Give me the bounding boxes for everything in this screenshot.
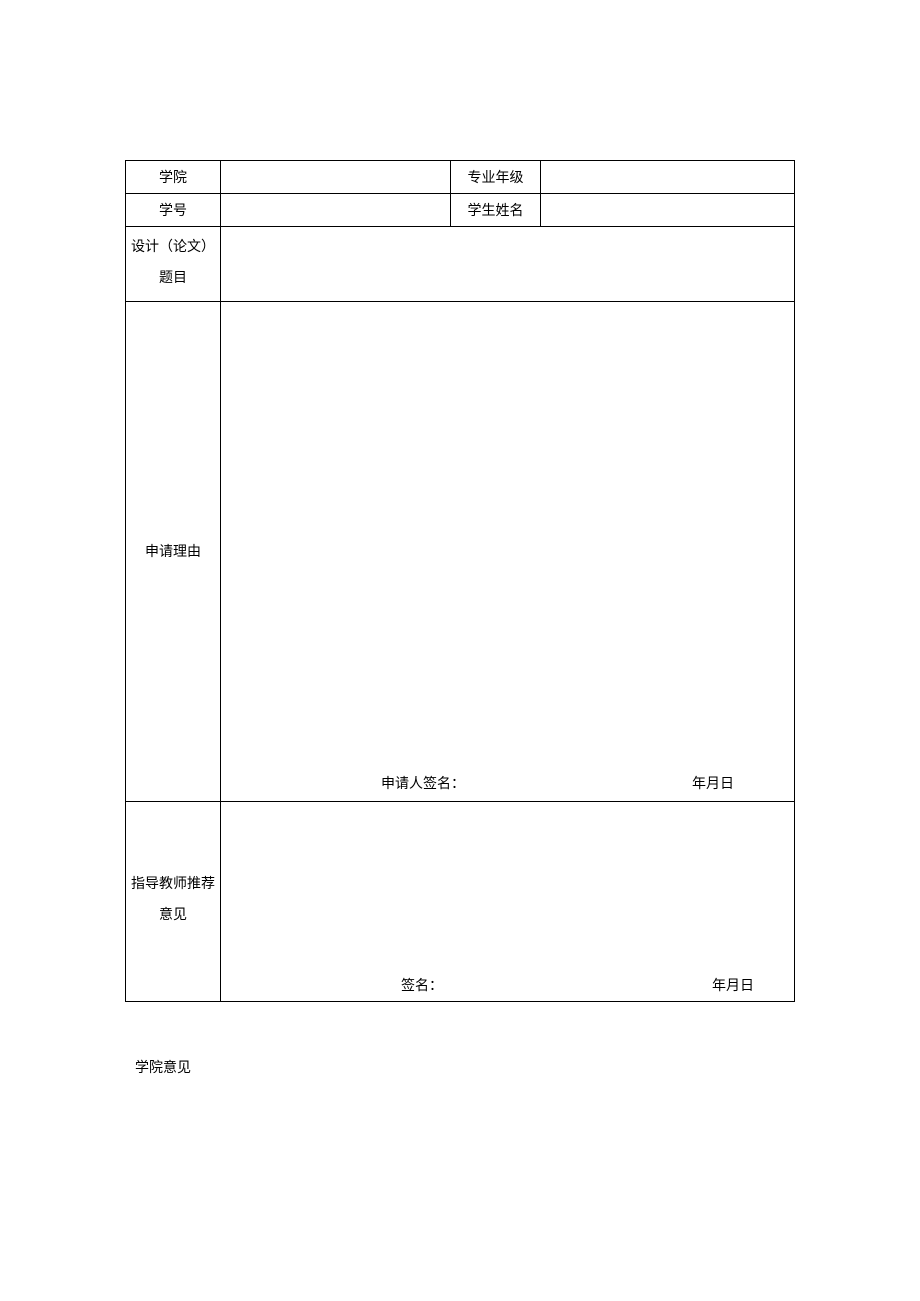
label-student-name: 学生姓名 (451, 194, 541, 227)
row-college: 学院 专业年级 (126, 161, 795, 194)
advisor-signature-line: 签名： 年月日 (221, 975, 794, 995)
college-opinion-label: 学院意见 (135, 1057, 795, 1077)
label-application-reason: 申请理由 (126, 301, 221, 801)
applicant-signature-line: 申请人签名： 年月日 (221, 773, 794, 793)
value-advisor-recommendation: 签名： 年月日 (221, 801, 795, 1001)
application-form-table: 学院 专业年级 学号 学生姓名 设计（论文） 题目 申请理由 申请人签名： 年月… (125, 160, 795, 1002)
applicant-date-label: 年月日 (692, 773, 734, 793)
value-thesis-title (221, 227, 795, 302)
value-college (221, 161, 451, 194)
value-student-id (221, 194, 451, 227)
value-student-name (541, 194, 795, 227)
row-advisor-recommendation: 指导教师推荐 意见 签名： 年月日 (126, 801, 795, 1001)
row-student-id: 学号 学生姓名 (126, 194, 795, 227)
applicant-signature-label: 申请人签名： (381, 773, 465, 793)
row-thesis-title: 设计（论文） 题目 (126, 227, 795, 302)
label-college: 学院 (126, 161, 221, 194)
value-major-grade (541, 161, 795, 194)
label-major-grade: 专业年级 (451, 161, 541, 194)
label-thesis-title: 设计（论文） 题目 (126, 227, 221, 302)
value-application-reason: 申请人签名： 年月日 (221, 301, 795, 801)
advisor-signature-label: 签名： (401, 975, 443, 995)
row-application-reason: 申请理由 申请人签名： 年月日 (126, 301, 795, 801)
label-student-id: 学号 (126, 194, 221, 227)
advisor-date-label: 年月日 (712, 975, 754, 995)
label-advisor-recommendation: 指导教师推荐 意见 (126, 801, 221, 1001)
